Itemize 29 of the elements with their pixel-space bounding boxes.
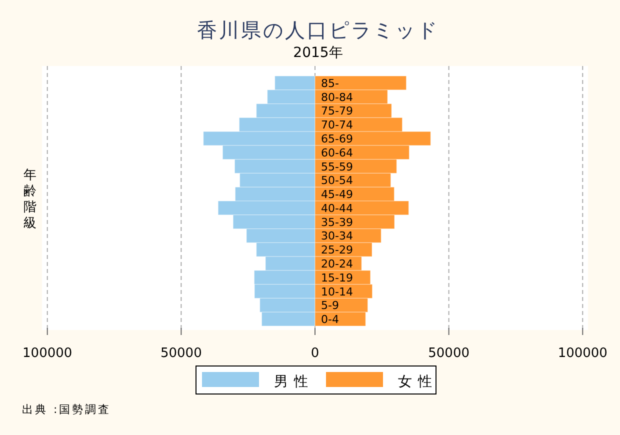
x-tick-label: 100000 bbox=[558, 346, 608, 361]
x-tick-label: 50000 bbox=[428, 346, 470, 361]
source-note: 出典 :国勢調査 bbox=[22, 403, 112, 416]
y-tick-label: 50-54 bbox=[321, 174, 353, 188]
y-tick-label: 55-59 bbox=[321, 160, 353, 174]
x-tick-label: 0 bbox=[310, 346, 320, 361]
y-tick-label: 80-84 bbox=[321, 90, 353, 104]
y-tick-label: 25-29 bbox=[321, 244, 353, 257]
y-tick-label: 5-9 bbox=[321, 299, 339, 312]
y-tick-label: 40-44 bbox=[321, 202, 353, 215]
y-tick-label: 10-14 bbox=[321, 285, 353, 298]
chart-subtitle: 2015年 bbox=[293, 45, 343, 61]
x-tick-label: 50000 bbox=[160, 346, 202, 361]
y-tick-label: 65-69 bbox=[321, 132, 353, 146]
y-tick-label: 60-64 bbox=[321, 146, 353, 160]
legend-label: 女性 bbox=[398, 374, 438, 390]
y-tick-label: 75-79 bbox=[321, 104, 353, 118]
chart-title: 香川県の人口ピラミッド bbox=[197, 18, 439, 42]
y-axis-title: 年齢階級 bbox=[24, 168, 36, 231]
y-tick-label: 20-24 bbox=[321, 258, 353, 270]
y-tick-label: 70-74 bbox=[321, 118, 353, 132]
y-tick-label: 30-34 bbox=[321, 230, 353, 243]
y-tick-label: 15-19 bbox=[321, 271, 353, 284]
y-tick-label: 45-49 bbox=[321, 188, 353, 202]
x-tick-label: 100000 bbox=[22, 346, 72, 361]
legend-label: 男性 bbox=[274, 374, 314, 390]
y-tick-label: 35-39 bbox=[321, 216, 353, 229]
y-tick-label: 85- bbox=[321, 76, 339, 90]
y-tick-label: 0-4 bbox=[321, 313, 339, 326]
